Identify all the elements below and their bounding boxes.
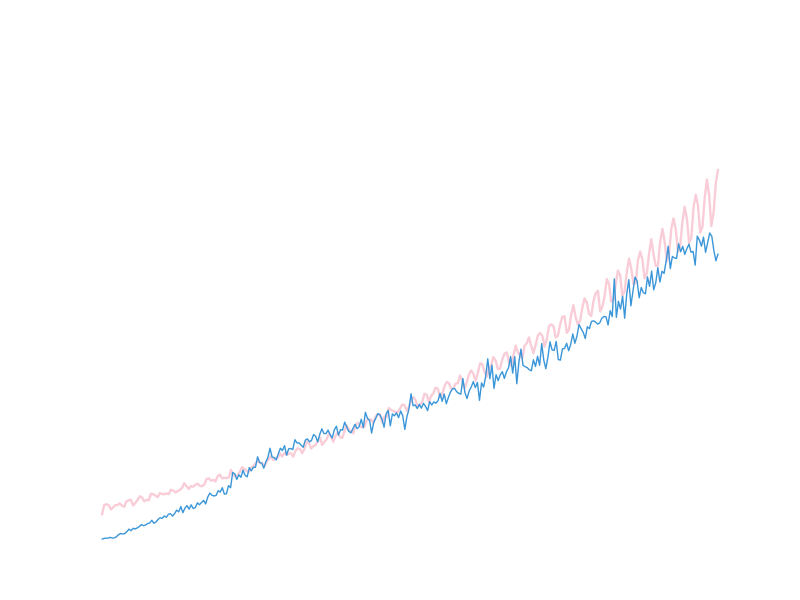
series-layer: [100, 168, 720, 540]
series-line-2: [101, 232, 719, 540]
